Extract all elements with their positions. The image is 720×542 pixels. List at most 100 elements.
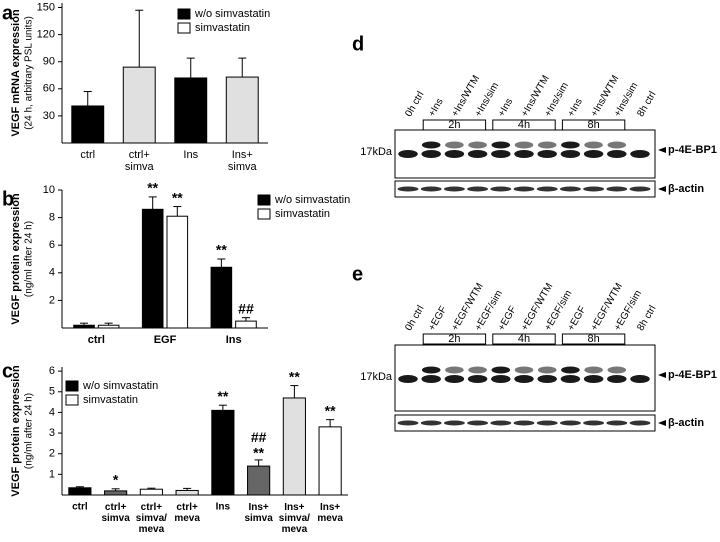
y-axis-label: VEGF mRNA expression [10,9,22,137]
band [584,366,603,374]
band [561,366,580,374]
band [607,366,627,374]
band [444,375,465,383]
y-tick-label: 10 [43,184,55,196]
actin-band [397,186,419,192]
actin-blot [394,180,656,198]
bar [104,490,128,496]
x-tick-label: ctrl+ simva [125,149,155,173]
band [560,375,581,383]
x-tick-label: ctrl [72,502,88,513]
band [491,141,511,149]
bar [318,426,342,496]
bar [122,66,156,144]
legend-swatch [177,22,191,34]
band [421,141,441,149]
x-tick-label: ctrl [88,334,105,346]
blot [394,344,656,412]
band [584,141,603,149]
lane-label: +Ins [427,97,446,119]
bar [211,409,235,496]
significance-label: ** [217,388,228,404]
arrow [658,372,666,378]
band [514,150,534,158]
actin-band [513,186,535,192]
bar [210,266,233,329]
group-label: 8h [587,119,599,131]
band [491,366,511,374]
actin-band [583,420,605,426]
lane-label: 8h ctrl [635,304,658,333]
actin-band [467,420,489,426]
actin-band [559,186,581,192]
bar [97,324,120,329]
legend-label: simvastatin [83,394,138,406]
bar [166,215,189,329]
bar [247,465,271,496]
control-label: β-actin [668,417,704,429]
actin-band [606,186,628,192]
marker-label: 17kDa [360,146,393,158]
target-label: p-4E-BP1 [668,369,717,381]
arrow [658,186,666,192]
y-tick-label: 6 [49,239,55,251]
x-tick-label: Ins+ simva [228,149,258,173]
actin-band [629,420,651,426]
lane-label: 0h ctrl [403,304,426,333]
legend-label: w/o simvastatin [194,8,270,20]
band [537,375,557,383]
bar [73,324,95,329]
band [468,141,487,149]
significance-label: ## ** [251,429,267,460]
bar [71,105,105,144]
actin-band [536,186,558,192]
bar [141,208,164,329]
group-label: 4h [518,119,530,131]
x-tick-label: Ins [216,502,231,513]
group-box [422,333,487,345]
band [537,141,557,149]
x-tick-label: Ins+ simva [244,502,273,524]
actin-band [629,186,651,192]
group-label: 8h [587,333,599,345]
band [607,150,627,158]
band [491,375,511,383]
x-tick-label: ctrl+ simva [101,502,130,524]
band [421,150,441,158]
group-label: 4h [518,333,530,345]
y-tick-label: 120 [37,29,55,41]
arrow [658,147,666,153]
significance-label: ** [147,180,158,196]
y-tick-label: 150 [37,1,55,13]
bar [174,77,208,144]
y-tick-label: 4 [49,406,55,418]
band [444,150,465,158]
significance-label: ** [289,368,300,384]
y-tick-label: 2 [49,448,55,460]
actin-band [397,420,419,426]
actin-band [513,420,535,426]
panel-label: e [352,263,363,285]
arrow [658,420,666,426]
y-axis-label: VEGF protein expression [10,193,22,325]
lane-label: 0h ctrl [403,90,426,119]
lane-label: +Ins [566,97,585,119]
y-tick-label: 8 [49,212,55,224]
actin-band [420,420,442,426]
x-tick-label: EGF [154,334,177,346]
actin-band [583,186,605,192]
significance-label: ** [216,242,227,258]
band [630,375,650,383]
y-tick-label: 2 [49,294,55,306]
actin-band [559,420,581,426]
band [445,366,464,374]
significance-label: ## [238,300,254,316]
band [607,375,627,383]
bar [225,76,259,144]
band [467,375,488,383]
band [468,366,487,374]
group-label: 2h [448,119,460,131]
band [514,141,534,149]
legend-label: w/o simvastatin [274,194,350,206]
legend-swatch [257,208,271,220]
